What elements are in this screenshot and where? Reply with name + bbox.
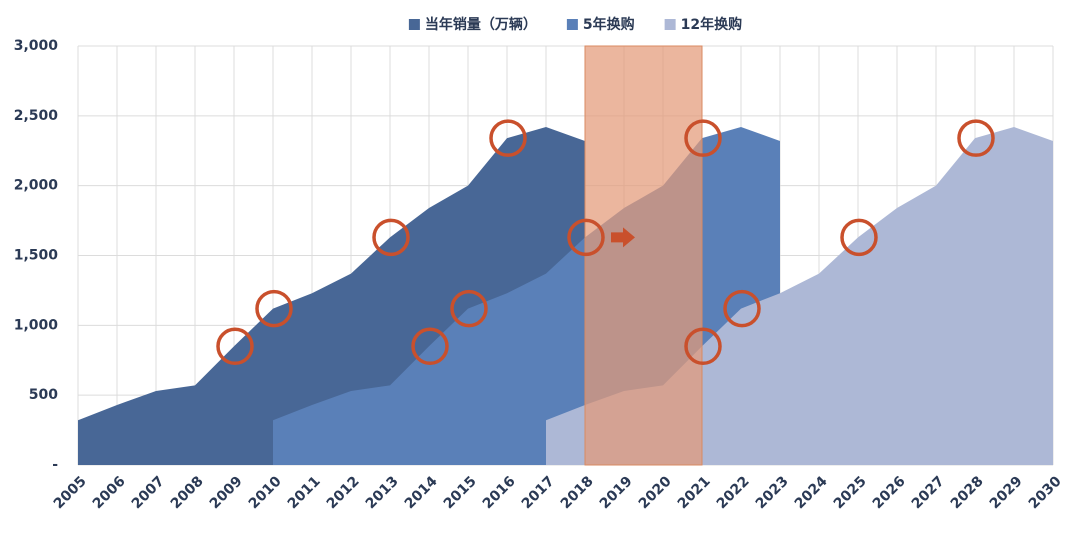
circle-marker bbox=[216, 327, 254, 366]
x-tick-label: 2011 bbox=[285, 473, 324, 512]
x-tick-label: 2006 bbox=[90, 473, 129, 512]
highlight-band bbox=[584, 45, 703, 466]
circle-marker bbox=[411, 327, 449, 366]
circle-marker bbox=[723, 289, 761, 328]
x-tick-label: 2025 bbox=[831, 473, 870, 512]
x-tick-label: 2018 bbox=[558, 473, 597, 512]
legend-label: 12年换购 bbox=[681, 16, 742, 33]
legend-label: 当年销量（万辆） bbox=[425, 16, 537, 33]
overlay bbox=[216, 45, 995, 466]
y-tick-label: 500 bbox=[29, 387, 58, 403]
x-tick-label: 2010 bbox=[246, 473, 285, 512]
x-tick-label: 2008 bbox=[168, 473, 207, 512]
x-tick-label: 2009 bbox=[207, 473, 246, 512]
circle-marker bbox=[684, 119, 722, 157]
legend-swatch bbox=[566, 19, 578, 30]
y-tick-label: 2,500 bbox=[14, 108, 59, 124]
y-tick-label: 3,000 bbox=[14, 38, 59, 54]
x-tick-label: 2005 bbox=[51, 473, 90, 512]
y-tick-label: 2,000 bbox=[14, 178, 59, 194]
x-tick-label: 2024 bbox=[792, 473, 831, 512]
x-tick-label: 2022 bbox=[714, 473, 753, 512]
x-tick-label: 2020 bbox=[636, 473, 675, 512]
areas bbox=[78, 127, 1053, 466]
circle-marker bbox=[957, 119, 995, 157]
circle-marker bbox=[840, 218, 878, 257]
circle-marker bbox=[567, 218, 605, 257]
circle-marker bbox=[372, 218, 410, 257]
x-tick-label: 2013 bbox=[363, 473, 402, 512]
x-tick-label: 2030 bbox=[1026, 473, 1065, 512]
legend-item: 当年销量（万辆） bbox=[408, 16, 537, 33]
circle-marker bbox=[684, 327, 722, 366]
x-tick-label: 2017 bbox=[519, 473, 558, 512]
legend-swatch bbox=[664, 19, 676, 30]
x-tick-label: 2027 bbox=[909, 473, 948, 512]
x-tick-label: 2021 bbox=[675, 473, 714, 512]
x-tick-label: 2014 bbox=[402, 473, 441, 512]
y-tick-label: 1,000 bbox=[14, 317, 59, 333]
y-tick-label: - bbox=[52, 457, 58, 473]
x-tick-label: 2019 bbox=[597, 473, 636, 512]
y-tick-label: 1,500 bbox=[14, 248, 59, 264]
circle-marker bbox=[489, 119, 527, 157]
legend-item: 12年换购 bbox=[664, 16, 742, 33]
legend: 当年销量（万辆） 5年换购 12年换购 bbox=[408, 16, 742, 33]
x-tick-label: 2015 bbox=[441, 473, 480, 512]
x-tick-label: 2029 bbox=[987, 473, 1026, 512]
arrow bbox=[611, 227, 635, 248]
x-tick-label: 2026 bbox=[870, 473, 909, 512]
x-tick-label: 2016 bbox=[480, 473, 519, 512]
legend-item: 5年换购 bbox=[566, 16, 635, 33]
x-tick-label: 2028 bbox=[948, 473, 987, 512]
x-tick-label: 2023 bbox=[753, 473, 792, 512]
circle-marker bbox=[255, 289, 293, 328]
legend-swatch bbox=[408, 19, 420, 30]
x-tick-label: 2007 bbox=[129, 473, 168, 512]
x-tick-label: 2012 bbox=[324, 473, 363, 512]
circle-marker bbox=[450, 289, 488, 328]
legend-label: 5年换购 bbox=[583, 16, 635, 33]
